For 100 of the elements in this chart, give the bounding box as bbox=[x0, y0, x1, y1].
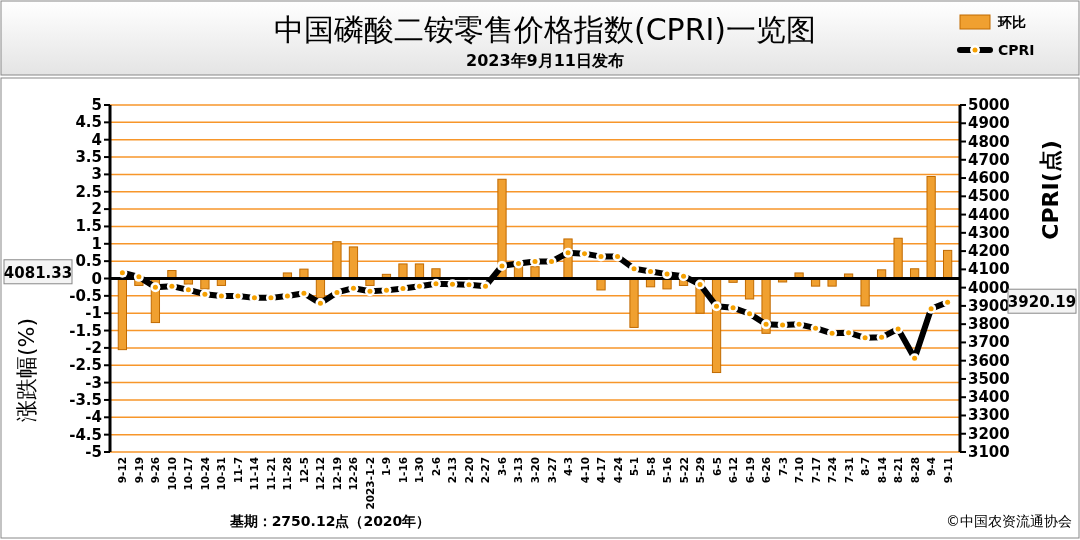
x-tick-label: 2-13 bbox=[446, 457, 459, 484]
y2-tick-label: 3800 bbox=[968, 315, 1010, 334]
text: ©中国农资流通协会 bbox=[946, 513, 1072, 529]
y-axis-title: 涨跌幅(%) bbox=[14, 317, 39, 423]
y-tick-label: 2.5 bbox=[75, 182, 102, 201]
x-tick-label: 3-13 bbox=[512, 457, 525, 484]
x-tick-label: 9-11 bbox=[941, 457, 954, 484]
x-tick-label: 10-24 bbox=[198, 457, 211, 491]
x-tick-label: 4-17 bbox=[595, 457, 608, 484]
y-tick-label: -2 bbox=[85, 338, 102, 357]
y2-tick-label: 3600 bbox=[968, 351, 1010, 370]
x-tick-label: 6-19 bbox=[743, 457, 756, 484]
y2-tick-label: 4900 bbox=[968, 114, 1010, 133]
y-tick-label: 0.5 bbox=[75, 252, 102, 271]
y-tick-label: 4.5 bbox=[75, 113, 102, 132]
x-tick-label: 10-31 bbox=[215, 457, 228, 491]
text: 4081.33 bbox=[3, 263, 73, 282]
y-tick-label: 2 bbox=[91, 200, 102, 219]
y2-tick-label: 3300 bbox=[968, 406, 1010, 425]
x-tick-label: 6-26 bbox=[760, 457, 773, 484]
y-tick-label: -2.5 bbox=[69, 356, 102, 375]
x-tick-label: 7-17 bbox=[809, 457, 822, 484]
y-tick-label: -3 bbox=[85, 373, 102, 392]
x-tick-label: 2-6 bbox=[429, 457, 442, 476]
y-tick-label: -1 bbox=[85, 304, 102, 323]
x-tick-label: 7-24 bbox=[826, 457, 839, 484]
y-tick-label: 1.5 bbox=[75, 217, 102, 236]
x-tick-label: 7-3 bbox=[776, 457, 789, 476]
x-tick-label: 6-12 bbox=[727, 457, 740, 484]
y-tick-label: -0.5 bbox=[69, 286, 102, 305]
y2-tick-label: 3400 bbox=[968, 388, 1010, 407]
x-tick-label: 2-20 bbox=[462, 457, 475, 484]
x-tick-label: 12-5 bbox=[297, 457, 310, 484]
chart-subtitle: 2023年9月11日发布 bbox=[466, 51, 624, 70]
x-tick-label: 12-26 bbox=[347, 457, 360, 491]
y-tick-label: 3.5 bbox=[75, 148, 102, 167]
legend-label: 环比 bbox=[997, 14, 1026, 30]
x-tick-label: 4-10 bbox=[578, 457, 591, 484]
x-tick-label: 4-3 bbox=[562, 457, 575, 476]
x-tick-label: 10-10 bbox=[165, 457, 178, 491]
x-tick-label: 9-19 bbox=[132, 457, 145, 484]
x-tick-label: 8-28 bbox=[908, 457, 921, 484]
text: 基期：2750.12点（2020年） bbox=[228, 513, 431, 529]
x-tick-label: 3-27 bbox=[545, 457, 558, 484]
x-tick-label: 1-30 bbox=[413, 457, 426, 484]
y-tick-label: -3.5 bbox=[69, 390, 102, 409]
x-tick-label: 11-14 bbox=[248, 457, 261, 491]
x-tick-label: 6-5 bbox=[710, 457, 723, 476]
x-tick-label: 9-26 bbox=[149, 457, 162, 484]
x-tick-label: 8-21 bbox=[892, 457, 905, 484]
y2-tick-label: 3700 bbox=[968, 333, 1010, 352]
x-tick-label: 10-17 bbox=[182, 457, 195, 491]
x-tick-label: 9-4 bbox=[925, 457, 938, 476]
x-tick-label: 12-12 bbox=[314, 457, 327, 491]
x-tick-label: 12-19 bbox=[330, 457, 343, 491]
x-tick-label: 5-8 bbox=[644, 457, 657, 476]
x-tick-label: 11-28 bbox=[281, 457, 294, 491]
y-tick-label: 3 bbox=[91, 165, 102, 184]
x-tick-label: 4-24 bbox=[611, 457, 624, 484]
y2-tick-label: 4200 bbox=[968, 242, 1010, 261]
x-tick-label: 9-12 bbox=[116, 457, 129, 484]
y-tick-label: 5 bbox=[91, 96, 102, 114]
x-tick-label: 3-6 bbox=[495, 457, 508, 476]
y2-tick-label: 5000 bbox=[968, 96, 1010, 114]
y2-tick-label: 4300 bbox=[968, 223, 1010, 242]
x-tick-label: 1-16 bbox=[396, 457, 409, 484]
x-tick-label: 7-10 bbox=[793, 457, 806, 484]
text: 3920.19 bbox=[1007, 293, 1077, 312]
x-tick-label: 3-20 bbox=[529, 457, 541, 484]
y2-tick-label: 4600 bbox=[968, 169, 1010, 188]
x-tick-label: 5-29 bbox=[694, 457, 707, 484]
y2-tick-label: 4700 bbox=[968, 150, 1010, 169]
y-tick-label: 1 bbox=[91, 234, 102, 253]
x-tick-label: 8-7 bbox=[859, 457, 872, 476]
y-tick-label: -4 bbox=[85, 408, 102, 427]
x-tick-label: 7-31 bbox=[842, 457, 855, 484]
y-tick-label: 4 bbox=[91, 130, 102, 149]
y-tick-label: -1.5 bbox=[69, 321, 102, 340]
x-tick-label: 5-1 bbox=[628, 457, 641, 476]
x-tick-label: 2-27 bbox=[479, 457, 492, 484]
x-tick-label: 8-14 bbox=[875, 457, 888, 484]
y2-tick-label: 4100 bbox=[968, 260, 1010, 279]
chart-title: 中国磷酸二铵零售价格指数(CPRI)一览图 bbox=[273, 12, 817, 47]
y2-tick-label: 3500 bbox=[968, 369, 1010, 388]
y-tick-label: 0 bbox=[91, 269, 102, 288]
y2-tick-label: 3900 bbox=[968, 296, 1010, 315]
y2-tick-label: 4000 bbox=[968, 278, 1010, 297]
x-tick-label: 2023-1-2 bbox=[363, 457, 376, 510]
x-tick-label: 5-16 bbox=[661, 457, 674, 484]
x-tick-label: 1-9 bbox=[380, 457, 393, 476]
y2-tick-label: 3100 bbox=[968, 443, 1010, 461]
y2-tick-label: 4800 bbox=[968, 132, 1010, 151]
x-tick-label: 11-7 bbox=[231, 457, 244, 484]
legend-label: CPRI bbox=[998, 42, 1035, 58]
x-tick-label: 5-22 bbox=[677, 457, 690, 484]
y-tick-label: -5 bbox=[85, 443, 102, 461]
x-tick-label: 11-21 bbox=[264, 457, 277, 491]
y2-tick-label: 4500 bbox=[968, 187, 1010, 206]
y2-axis-title: CPRI(点) bbox=[1038, 140, 1063, 240]
y2-tick-label: 3200 bbox=[968, 424, 1010, 443]
